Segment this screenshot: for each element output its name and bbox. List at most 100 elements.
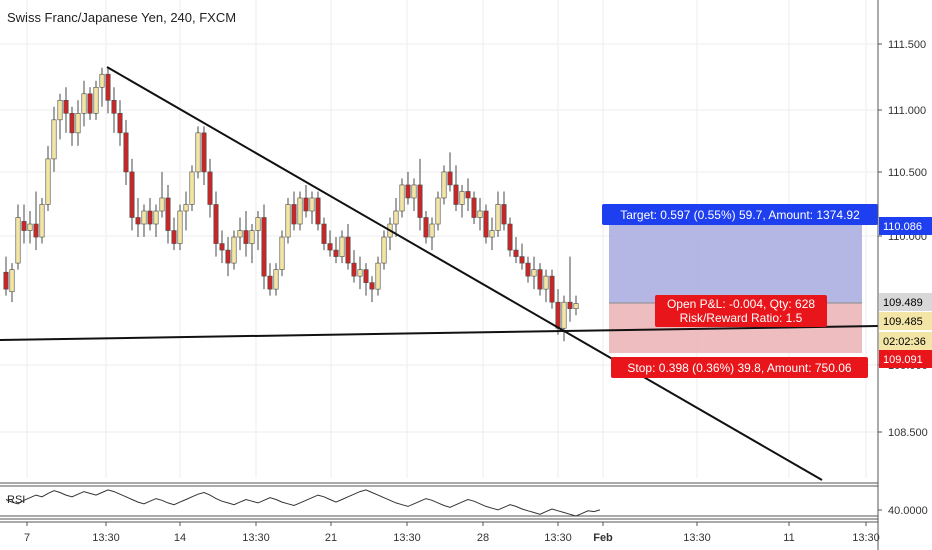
candle-body xyxy=(249,230,255,244)
candle-body xyxy=(111,99,117,114)
price-tag-bg xyxy=(879,312,932,330)
candle-body xyxy=(339,236,345,257)
candle-body xyxy=(105,73,111,101)
time-tick-label: 13:30 xyxy=(683,532,711,544)
candle-body xyxy=(381,236,387,264)
position-labels: Target: 0.597 (0.55%) 59.7, Amount: 1374… xyxy=(602,204,878,378)
rsi-tick-label: 40.0000 xyxy=(888,505,928,517)
rsi-line xyxy=(5,489,601,517)
candle-body xyxy=(159,197,165,212)
price-axis[interactable]: 111.500111.000110.500110.000109.000108.5… xyxy=(877,0,932,550)
chart-title: Swiss Franc/Japanese Yen, 240, FXCM xyxy=(7,10,236,25)
price-tick-label: 110.500 xyxy=(888,167,927,179)
candle-body xyxy=(99,73,105,88)
candle-body xyxy=(531,269,537,277)
candle-body xyxy=(549,275,555,303)
time-tick-label: 7 xyxy=(24,532,30,544)
time-tick-label: Feb xyxy=(593,532,613,544)
trendlines xyxy=(0,66,879,481)
time-tick-label: 13:30 xyxy=(92,532,120,544)
candle-body xyxy=(573,303,579,309)
candle-body xyxy=(285,204,291,238)
candle-body xyxy=(465,191,471,199)
target-label: Target: 0.597 (0.55%) 59.7, Amount: 1374… xyxy=(620,208,860,222)
candle-body xyxy=(507,223,513,251)
candle-body xyxy=(237,230,243,238)
candle-body xyxy=(519,256,525,264)
time-tick-label: 13:30 xyxy=(242,532,270,544)
candle-body xyxy=(243,230,249,244)
candle-body xyxy=(15,217,21,264)
candle-body xyxy=(345,236,351,264)
candles xyxy=(3,67,579,342)
candle-body xyxy=(315,197,321,225)
candle-body xyxy=(93,86,99,114)
candle-body xyxy=(195,132,201,173)
candle-body xyxy=(375,262,381,290)
candle-body xyxy=(135,217,141,225)
candle-body xyxy=(303,197,309,212)
candle-body xyxy=(51,119,57,160)
candle-body xyxy=(483,210,489,238)
candle-body xyxy=(291,204,297,225)
candle-body xyxy=(321,223,327,244)
candle-body xyxy=(231,236,237,264)
candle-body xyxy=(495,204,501,231)
candle-body xyxy=(489,230,495,238)
candle-body xyxy=(75,113,81,134)
time-tick-label: 11 xyxy=(783,532,794,544)
candle-body xyxy=(399,184,405,212)
candle-body xyxy=(123,132,129,173)
candle-body xyxy=(471,197,477,218)
candle-body xyxy=(273,269,279,290)
candle-body xyxy=(171,230,177,244)
candle-body xyxy=(567,301,573,309)
candle-body xyxy=(411,184,417,199)
time-axis[interactable]: 7 13:30 14 13:30 21 13:30 28 13:30 Feb 13:30 11 13:… xyxy=(0,521,880,544)
price-tag-bg xyxy=(879,217,932,235)
target-label-bg xyxy=(602,204,878,225)
position-zones xyxy=(609,224,862,353)
candle-body xyxy=(117,113,123,134)
stop-label: Stop: 0.398 (0.36%) 39.8, Amount: 750.06 xyxy=(627,361,851,375)
candle-body xyxy=(183,204,189,212)
time-tick-label: 13:30 xyxy=(544,532,572,544)
target-zone xyxy=(609,224,862,303)
stop-label-bg xyxy=(611,357,868,378)
candle-body xyxy=(369,282,375,290)
price-tick-label: 111.500 xyxy=(888,39,926,51)
grid xyxy=(0,0,878,478)
candle-body xyxy=(261,217,267,277)
candle-body xyxy=(453,184,459,205)
candle-body xyxy=(225,249,231,264)
candle-body xyxy=(429,223,435,238)
time-tick-label: 28 xyxy=(477,532,489,544)
candle-body xyxy=(189,171,195,205)
candle-body xyxy=(423,217,429,238)
time-tick-label: 13:30 xyxy=(852,532,880,544)
candle-body xyxy=(69,113,75,134)
time-tick-label: 13:30 xyxy=(393,532,421,544)
candle-body xyxy=(309,197,315,212)
candle-body xyxy=(513,249,519,257)
candle-body xyxy=(141,210,147,225)
candle-body xyxy=(297,197,303,225)
candle-body xyxy=(255,217,261,231)
trendline-descending xyxy=(106,66,823,481)
candle-body xyxy=(279,236,285,270)
candle-body xyxy=(417,184,423,218)
candle-body xyxy=(561,301,567,329)
candle-body xyxy=(27,223,33,231)
candle-body xyxy=(207,171,213,205)
candle-body xyxy=(435,197,441,225)
candle-body xyxy=(537,269,543,290)
price-tag: 109.485 xyxy=(883,316,923,328)
candle-body xyxy=(165,197,171,231)
candle-body xyxy=(39,204,45,238)
rsi-label: RSI xyxy=(7,494,25,506)
rr-label: Risk/Reward Ratio: 1.5 xyxy=(680,311,803,325)
candle-body xyxy=(147,210,153,225)
candle-body xyxy=(363,269,369,283)
price-tag: 109.091 xyxy=(883,354,923,366)
